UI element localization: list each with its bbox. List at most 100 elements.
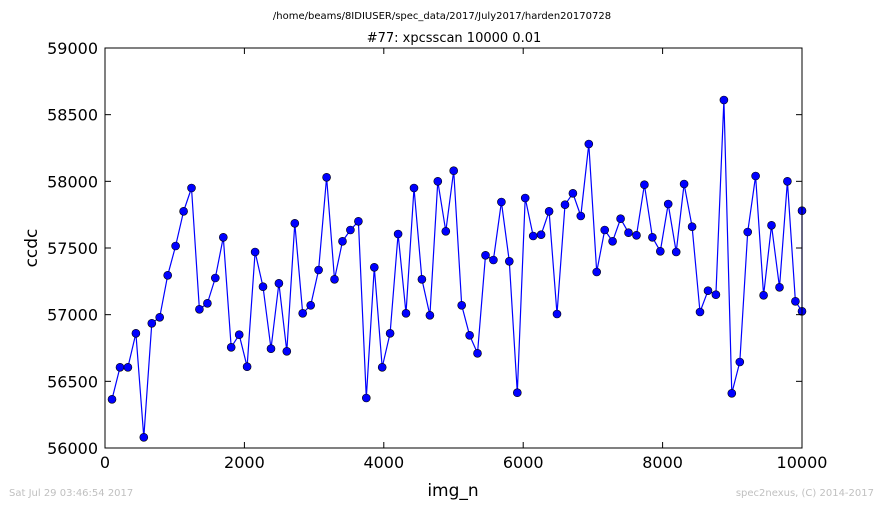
y-tick-label: 58500: [47, 106, 98, 125]
data-point: [608, 237, 617, 246]
data-point: [791, 296, 800, 306]
data-point: [528, 231, 538, 241]
series-layer: [107, 95, 807, 442]
data-point: [624, 228, 633, 237]
data-point: [457, 300, 467, 310]
data-point: [163, 270, 172, 280]
data-point: [489, 255, 498, 265]
data-point: [520, 193, 530, 203]
footer-credit: spec2nexus, (C) 2014-2017: [735, 488, 874, 499]
data-point: [560, 200, 570, 209]
data-point: [473, 348, 482, 358]
data-point: [695, 307, 705, 317]
data-point: [719, 95, 729, 105]
data-point: [290, 219, 300, 228]
data-point: [465, 330, 474, 340]
y-tick-label: 56000: [47, 439, 98, 458]
x-tick-label: 10000: [777, 453, 828, 472]
y-tick-label: 57000: [47, 306, 98, 325]
data-point: [219, 233, 228, 242]
data-point: [783, 177, 792, 186]
data-point: [314, 265, 323, 275]
data-point: [671, 247, 681, 257]
data-point: [147, 318, 157, 328]
data-point: [306, 300, 316, 310]
data-point: [568, 189, 578, 198]
data-point: [584, 139, 594, 149]
data-point: [536, 230, 546, 239]
data-point: [481, 251, 490, 260]
data-point: [775, 282, 784, 292]
data-point: [759, 290, 768, 300]
data-point: [544, 207, 554, 216]
data-point: [385, 328, 395, 338]
data-point: [234, 330, 244, 340]
data-point: [687, 222, 697, 231]
data-point: [433, 177, 443, 186]
data-point: [417, 274, 427, 284]
y-tick-label: 57500: [47, 239, 98, 258]
data-point: [743, 227, 753, 237]
data-point: [187, 183, 196, 193]
x-axis-label: img_n: [427, 481, 478, 501]
data-point: [600, 225, 610, 235]
data-point: [203, 298, 212, 308]
data-point: [663, 199, 673, 209]
data-point: [592, 267, 602, 277]
data-point: [250, 247, 260, 257]
data-point: [409, 183, 419, 193]
y-tick-label: 58000: [47, 172, 98, 191]
data-point: [632, 231, 641, 240]
ticks-layer: 0 2000 4000 6000 8000 10000 56000 56500 57000 575…: [47, 39, 827, 472]
data-point: [377, 362, 387, 372]
data-point: [322, 173, 331, 182]
data-point: [282, 346, 292, 356]
y-axis-label: ccdc: [22, 229, 42, 268]
data-point: [751, 171, 760, 181]
data-point: [107, 394, 117, 404]
data-point: [711, 290, 721, 300]
data-point: [131, 328, 141, 338]
data-point: [767, 221, 776, 230]
data-point: [648, 233, 657, 242]
data-point: [242, 362, 252, 372]
data-point: [504, 256, 514, 266]
data-point: [274, 278, 284, 288]
data-point: [179, 207, 188, 216]
data-point: [616, 214, 625, 223]
data-point: [139, 432, 149, 442]
data-point: [330, 274, 339, 284]
series-line: [111, 99, 803, 438]
data-point: [401, 308, 411, 318]
data-point: [369, 262, 379, 272]
data-point: [211, 273, 220, 283]
chart-title: #77: xpcsscan 10000 0.01: [367, 31, 542, 46]
data-point: [703, 286, 713, 296]
y-tick-label: 56500: [47, 372, 98, 391]
data-point: [512, 388, 522, 398]
data-point: [361, 393, 371, 403]
data-point: [640, 180, 649, 189]
footer-timestamp: Sat Jul 29 03:46:54 2017: [9, 488, 134, 499]
data-point: [346, 225, 355, 235]
data-point: [655, 247, 665, 256]
chart-suptitle: /home/beams/8IDIUSER/spec_data/2017/July…: [273, 11, 611, 22]
data-point: [679, 179, 689, 189]
data-point: [226, 342, 236, 352]
plot-frame: [104, 47, 803, 449]
data-point: [441, 227, 451, 236]
data-point: [727, 388, 737, 398]
y-tick-label: 59000: [47, 39, 98, 58]
x-tick-label: 2000: [224, 453, 265, 472]
x-tick-label: 4000: [363, 453, 404, 472]
data-point: [354, 217, 363, 226]
data-point: [338, 237, 347, 246]
data-point: [258, 282, 268, 292]
x-tick-label: 8000: [642, 453, 683, 472]
data-point: [393, 229, 403, 239]
data-point: [497, 197, 506, 207]
data-point: [552, 309, 562, 319]
data-point: [266, 344, 276, 354]
data-point: [115, 362, 125, 372]
